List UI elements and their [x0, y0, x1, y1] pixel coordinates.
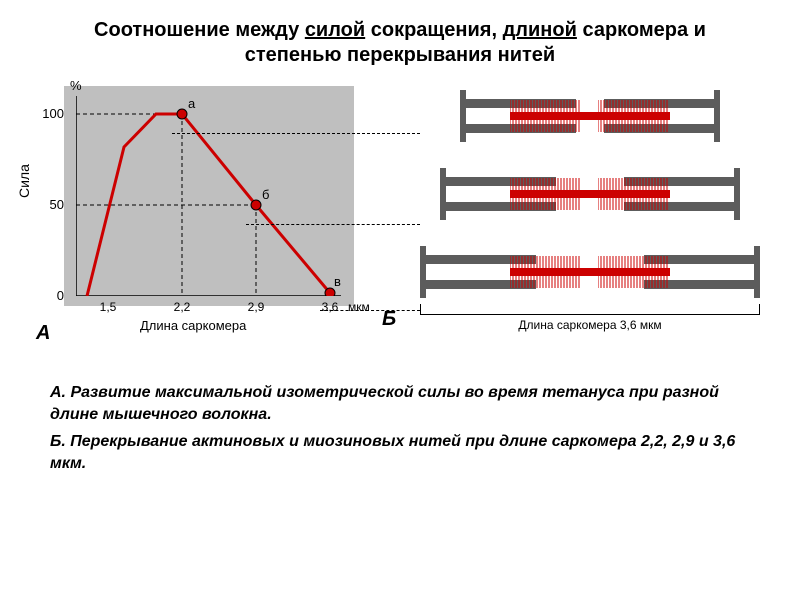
title-part: сокращения, [365, 19, 502, 41]
sarcomere-panel: Б Длина саркомера 3,6 мкм [390, 78, 790, 358]
captions: А. Развитие максимальной изометрической … [0, 358, 800, 474]
connector-a [172, 133, 420, 134]
y-unit: % [70, 78, 82, 93]
dimension-tick-right [759, 304, 760, 314]
chart-plot-area: а б в [76, 96, 341, 296]
svg-text:б: б [262, 187, 269, 202]
chart-panel: % Сила [10, 78, 390, 358]
xtick-1: 2,2 [162, 300, 202, 314]
dimension-label: Длина саркомера 3,6 мкм [490, 318, 690, 332]
page-title: Соотношение между силой сокращения, длин… [0, 0, 800, 78]
svg-text:а: а [188, 96, 196, 111]
svg-text:в: в [334, 274, 341, 289]
y-axis-label: Сила [16, 164, 32, 198]
dimension-tick-left [420, 304, 421, 314]
title-underline-1: силой [305, 19, 365, 41]
ytick-100: 100 [40, 106, 64, 121]
sarcomere-diagram [420, 168, 760, 220]
sarcomere-diagram [420, 90, 760, 142]
x-axis-label: Длина саркомера [140, 318, 246, 333]
caption-b: Б. Перекрывание актиновых и миозиновых н… [50, 431, 750, 474]
xtick-0: 1,5 [88, 300, 128, 314]
ytick-50: 50 [40, 197, 64, 212]
title-part: Соотношение между [94, 19, 305, 41]
panel-a-label: А [36, 322, 50, 345]
content-row: % Сила [0, 78, 800, 358]
ytick-0: 0 [40, 288, 64, 303]
dimension-line [420, 314, 760, 315]
caption-a: А. Развитие максимальной изометрической … [50, 382, 750, 425]
xtick-3: 3,6 [310, 300, 350, 314]
x-unit: мкм [348, 300, 370, 314]
panel-b-label: Б [382, 308, 396, 331]
sarcomere-diagram [420, 246, 760, 298]
title-underline-2: длиной [503, 19, 577, 41]
chart-svg: а б в [76, 96, 341, 296]
xtick-2: 2,9 [236, 300, 276, 314]
